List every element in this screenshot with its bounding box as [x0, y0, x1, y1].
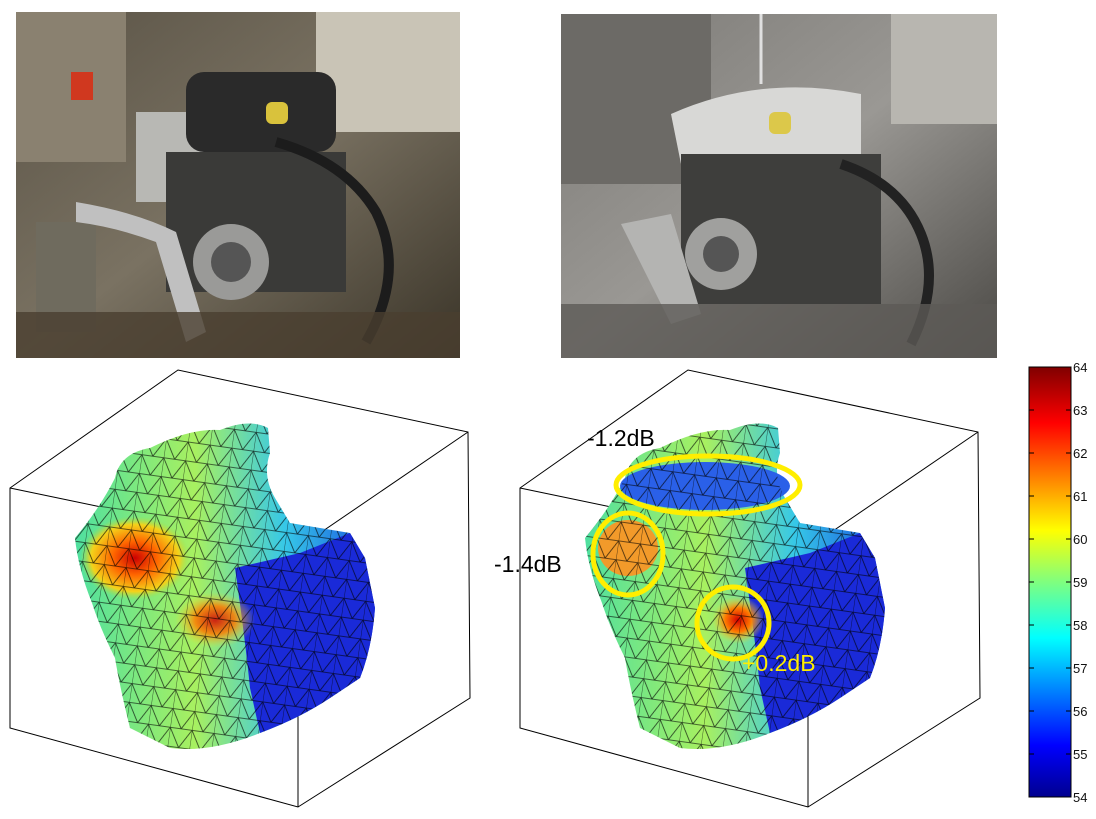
- annotation-top: -1.2dB: [587, 425, 655, 451]
- colorbar-gradient: [1028, 366, 1072, 798]
- engine-photo-right: [561, 14, 997, 358]
- colorbar-tick-label: 54: [1073, 790, 1087, 805]
- engine-photo-left: [16, 12, 460, 358]
- colorbar-tick-label: 61: [1073, 489, 1087, 504]
- colorbar-tick-label: 60: [1073, 532, 1087, 547]
- highlight-left-ellipse: [590, 510, 666, 598]
- highlight-top-ellipse: [613, 453, 803, 517]
- plot-left: [9, 369, 471, 808]
- annotation-center: +0.2dB: [742, 650, 816, 676]
- colorbar-tick-label: 56: [1073, 704, 1087, 719]
- colorbar-ticks: 64 63 62 61 60 59 58 57 56 55 54: [1029, 360, 1087, 805]
- colorbar-tick-label: 64: [1073, 360, 1087, 375]
- colorbar-tick-label: 62: [1073, 446, 1087, 461]
- colorbar-tick-label: 55: [1073, 747, 1087, 762]
- colorbar-tick-label: 63: [1073, 403, 1087, 418]
- colorbar-tick-label: 57: [1073, 661, 1087, 676]
- annotation-left: -1.4dB: [494, 551, 562, 577]
- highlight-center-ellipse: [694, 584, 772, 662]
- colorbar-tick-label: 58: [1073, 618, 1087, 633]
- mesh-surface-left: [75, 423, 375, 749]
- acoustic-maps: -1.2dB -1.4dB +0.2dB dB 6463626160595857…: [9, 360, 1087, 808]
- colorbar-tick-label: 59: [1073, 575, 1087, 590]
- plot-right: -1.2dB -1.4dB +0.2dB: [494, 369, 981, 808]
